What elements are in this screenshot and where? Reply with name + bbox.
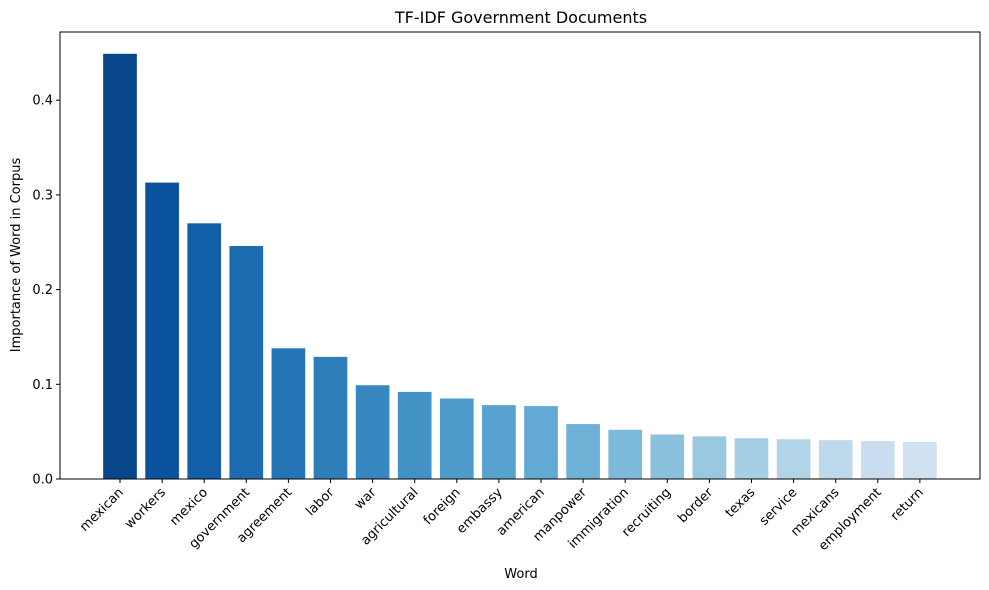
chart-title: TF-IDF Government Documents [394, 8, 647, 27]
bar-employment [860, 441, 895, 479]
bar-embassy [482, 405, 516, 479]
bar-labor [313, 356, 348, 479]
y-tick-label: 0.4 [32, 94, 53, 109]
bar-workers [145, 182, 179, 480]
x-tick-label: border [675, 485, 716, 526]
y-axis-title: Importance of Word in Corpus [9, 158, 24, 353]
x-tick-label: return [888, 485, 927, 524]
bar-war [355, 385, 390, 479]
x-tick-label: mexican [77, 485, 127, 535]
y-tick-label: 0.3 [32, 188, 53, 203]
bar-recruiting [650, 434, 685, 479]
y-axis: 0.0 0.1 0.2 0.3 0.4 [32, 94, 60, 488]
y-tick-label: 0.2 [32, 283, 53, 298]
y-tick-label: 0.0 [32, 473, 53, 488]
bar-government [229, 246, 264, 479]
bar-texas [734, 438, 769, 479]
x-axis-title: Word [504, 567, 537, 582]
x-tick-label: war [352, 485, 380, 513]
bar-manpower [566, 424, 600, 479]
y-tick-label: 0.1 [32, 378, 53, 393]
bar-foreign [439, 398, 474, 479]
x-tick-label: texas [723, 485, 759, 521]
bar-mexican [103, 53, 137, 480]
plot-frame [59, 31, 981, 480]
bar-american [524, 406, 558, 479]
bar-agreement [271, 348, 306, 479]
bar-mexico [187, 223, 222, 479]
x-tick-label: workers [122, 485, 169, 532]
bar-immigration [608, 429, 643, 479]
bar-border [692, 436, 727, 479]
bar-agricultural [397, 391, 432, 479]
bar-mexicans [818, 440, 853, 479]
bar-return [903, 442, 937, 479]
x-tick-label: foreign [421, 485, 464, 528]
bars-group [103, 53, 937, 480]
bar-service [776, 439, 811, 479]
x-tick-label: labor [303, 485, 337, 519]
